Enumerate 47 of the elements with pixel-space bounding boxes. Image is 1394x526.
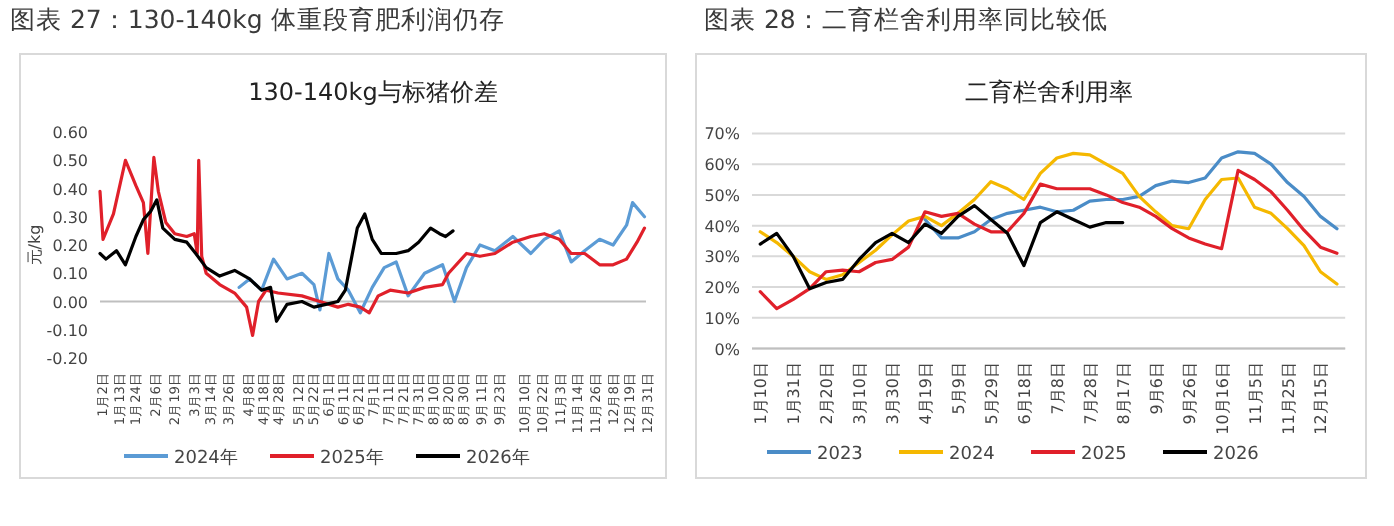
y-tick-label: 50%: [704, 186, 741, 205]
x-tick-label: 7月8日: [1048, 362, 1067, 415]
x-tick-label: 5月29日: [982, 362, 1001, 425]
legend-label: 2025年: [320, 447, 384, 469]
legend-label: 2024: [949, 445, 996, 465]
y-tick-label: 70%: [704, 125, 741, 144]
x-tick-label: 10月16日: [1213, 362, 1232, 435]
y-tick-label: 10%: [704, 309, 741, 328]
legend-label: 2026: [1213, 445, 1260, 465]
x-tick-label: 6月18日: [1015, 362, 1034, 425]
y-tick-label: 0.30: [52, 208, 88, 227]
x-tick-label: 5月9日: [949, 362, 968, 415]
x-tick-label: 3月10日: [851, 362, 870, 425]
y-tick-label: 40%: [704, 217, 741, 236]
x-tick-label: 8月17日: [1114, 362, 1133, 425]
x-tick-label: 7月28日: [1081, 362, 1100, 425]
legend-label: 2025: [1081, 445, 1127, 465]
y-axis-title: 元/kg: [26, 224, 44, 266]
x-tick-label: 9月6日: [1147, 362, 1166, 415]
x-tick-label: 11月5日: [1246, 362, 1265, 425]
y-tick-label: 0.50: [52, 152, 88, 171]
x-tick-label: 1月10日: [752, 362, 771, 425]
y-tick-label: 20%: [704, 279, 741, 298]
y-tick-label: 0.10: [52, 265, 88, 284]
y-tick-label: 0.00: [52, 293, 88, 312]
y-tick-label: 0.20: [52, 237, 88, 255]
x-tick-label: 4月19日: [917, 362, 936, 425]
y-tick-label: 60%: [704, 156, 741, 175]
x-tick-label: 3月30日: [884, 362, 903, 425]
y-tick-label: -0.10: [46, 321, 88, 340]
y-tick-label: -0.20: [46, 350, 88, 368]
x-tick-label: 1月31日: [785, 362, 804, 425]
text: 图表 28：二育栏舍利用率同比较低: [704, 4, 1108, 34]
x-tick-label: 2月20日: [818, 362, 837, 425]
y-tick-label: 0.40: [52, 180, 88, 199]
y-tick-label: 30%: [704, 248, 741, 267]
legend-label: 2024年: [174, 447, 238, 469]
legend-label: 2023: [817, 445, 863, 465]
text: 图表 27：130-140kg 体重段育肥利润仍存: [10, 4, 505, 34]
y-tick-label: 0%: [714, 340, 741, 359]
chart-title: 130-140kg与标猪价差: [248, 78, 498, 106]
x-tick-label: 12月15日: [1312, 362, 1331, 435]
y-tick-label: 0.60: [52, 124, 88, 142]
chart-title: 二育栏舍利用率: [964, 78, 1133, 106]
x-tick-label: 9月26日: [1180, 362, 1199, 425]
legend-label: 2026年: [466, 447, 530, 469]
x-tick-label: 11月25日: [1279, 362, 1298, 435]
